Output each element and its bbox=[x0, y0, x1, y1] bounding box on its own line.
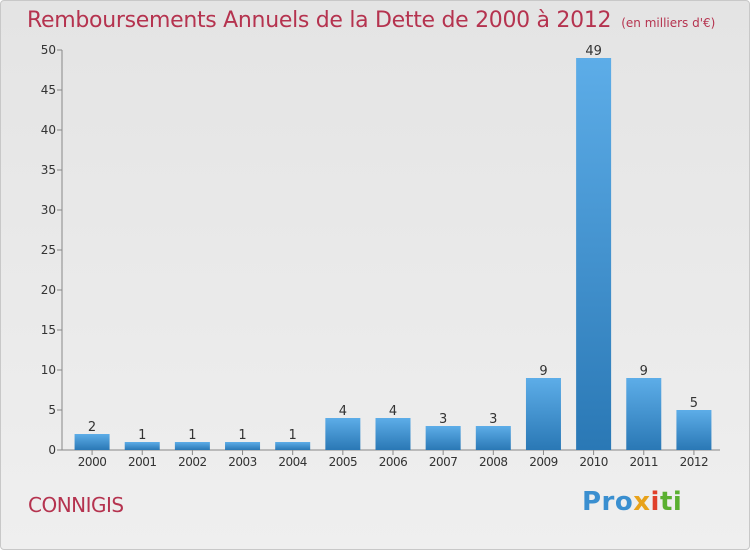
commune-name: CONNIGIS bbox=[28, 493, 124, 517]
x-tick-label: 2005 bbox=[329, 455, 358, 469]
y-tick-label: 0 bbox=[48, 443, 56, 457]
data-labels-group: 2 1 1 1 1 4 4 3 3 9 49 9 5 bbox=[88, 44, 698, 443]
bars-group bbox=[74, 58, 712, 450]
data-label: 1 bbox=[238, 428, 246, 443]
bar bbox=[225, 442, 261, 450]
y-tick-label: 50 bbox=[41, 43, 56, 57]
bar bbox=[375, 418, 411, 450]
chart-title-text: Remboursements Annuels de la Dette de 20… bbox=[27, 8, 612, 33]
x-tick-label: 2008 bbox=[479, 455, 508, 469]
data-label: 4 bbox=[339, 404, 347, 419]
y-tick-label: 40 bbox=[41, 123, 56, 137]
logo-part-3: i bbox=[650, 487, 660, 517]
bar bbox=[525, 378, 561, 450]
bar bbox=[425, 426, 461, 450]
bar bbox=[124, 442, 160, 450]
data-label: 3 bbox=[439, 412, 447, 427]
logo-part-4: ti bbox=[659, 487, 683, 517]
x-tick-label: 2006 bbox=[379, 455, 408, 469]
x-tick-label: 2009 bbox=[529, 455, 558, 469]
bar bbox=[174, 442, 210, 450]
x-tick-label: 2004 bbox=[278, 455, 307, 469]
bar bbox=[325, 418, 361, 450]
data-label: 9 bbox=[640, 364, 648, 379]
data-label: 1 bbox=[289, 428, 297, 443]
y-tick-label: 5 bbox=[48, 403, 56, 417]
y-tick-label: 25 bbox=[41, 243, 56, 257]
bar bbox=[576, 58, 612, 450]
y-tick-label: 30 bbox=[41, 203, 56, 217]
x-tick-label: 2007 bbox=[429, 455, 458, 469]
y-tick-label: 20 bbox=[41, 283, 56, 297]
data-label: 2 bbox=[88, 420, 96, 435]
proxiti-logo: Proxiti bbox=[582, 487, 682, 517]
x-tick-label: 2011 bbox=[629, 455, 658, 469]
bar bbox=[626, 378, 662, 450]
data-label: 3 bbox=[489, 412, 497, 427]
data-label: 4 bbox=[389, 404, 397, 419]
bar bbox=[676, 410, 712, 450]
bar bbox=[74, 434, 110, 450]
y-tick-label: 35 bbox=[41, 163, 56, 177]
bar bbox=[475, 426, 511, 450]
x-tick-label: 2012 bbox=[680, 455, 709, 469]
x-tick-label: 2001 bbox=[128, 455, 157, 469]
data-label: 1 bbox=[188, 428, 196, 443]
y-tick-label: 10 bbox=[41, 363, 56, 377]
x-tick-label: 2002 bbox=[178, 455, 207, 469]
x-tick-label: 2010 bbox=[579, 455, 608, 469]
data-label: 49 bbox=[585, 44, 602, 59]
data-label: 5 bbox=[690, 396, 698, 411]
data-label: 1 bbox=[138, 428, 146, 443]
x-tick-label: 2003 bbox=[228, 455, 257, 469]
logo-part-2: x bbox=[633, 487, 651, 517]
x-tick-label: 2000 bbox=[78, 455, 107, 469]
logo-part-1: Pro bbox=[582, 487, 634, 517]
chart-title: Remboursements Annuels de la Dette de 20… bbox=[27, 8, 715, 33]
chart-unit: (en milliers d'€) bbox=[621, 16, 716, 30]
data-label: 9 bbox=[539, 364, 547, 379]
y-tick-label: 45 bbox=[41, 83, 56, 97]
y-tick-label: 15 bbox=[41, 323, 56, 337]
bar bbox=[275, 442, 311, 450]
